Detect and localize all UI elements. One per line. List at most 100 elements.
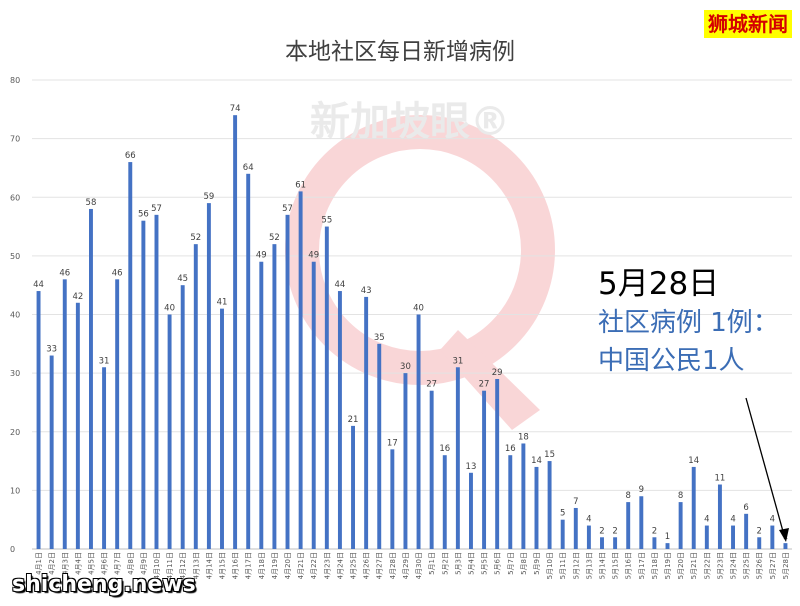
y-tick-label: 60	[10, 193, 20, 202]
bar-value-label: 59	[203, 192, 214, 202]
bar	[154, 214, 159, 549]
bar	[429, 390, 434, 549]
x-tick-label: 5月26日	[756, 552, 764, 579]
bar-value-label: 18	[518, 432, 529, 442]
x-tick-label: 4月13日	[192, 552, 200, 579]
bar	[351, 425, 355, 549]
bar-value-label: 16	[439, 444, 450, 454]
bar	[665, 543, 670, 549]
bar-value-label: 2	[757, 526, 762, 536]
bar	[75, 302, 80, 549]
bar-value-label: 64	[243, 163, 254, 173]
chart-title: 本地社区每日新增病例	[285, 39, 515, 65]
bar-value-label: 4	[704, 515, 709, 525]
bar	[311, 261, 316, 549]
bar	[455, 367, 460, 549]
bar-value-label: 52	[190, 233, 201, 243]
bar-value-label: 44	[335, 280, 346, 290]
bar	[89, 208, 93, 549]
bar	[613, 537, 618, 549]
bar	[233, 115, 238, 550]
bar-value-label: 52	[269, 233, 280, 243]
bar-value-label: 1	[665, 532, 670, 542]
bar-value-label: 61	[295, 180, 306, 190]
bar	[704, 525, 709, 549]
x-tick-label: 4月2日	[48, 552, 56, 575]
x-tick-label: 5月3日	[454, 552, 462, 575]
bar-value-label: 74	[230, 104, 241, 114]
x-tick-label: 4月28日	[389, 552, 397, 579]
annotation-case-count: 社区病例 1例：	[598, 308, 779, 338]
bar-value-label: 8	[625, 491, 630, 501]
bar	[626, 502, 631, 549]
bar	[508, 455, 513, 549]
bar	[652, 537, 657, 549]
bar-value-label: 42	[72, 292, 83, 302]
bar	[600, 537, 604, 549]
bar	[102, 367, 107, 549]
bar-value-label: 30	[400, 362, 411, 372]
x-tick-label: 4月22日	[310, 552, 318, 579]
x-tick-label: 4月10日	[153, 552, 161, 579]
bar	[49, 355, 54, 549]
bar	[298, 191, 303, 549]
bar-value-label: 16	[505, 444, 516, 454]
bar	[259, 261, 264, 549]
bar	[390, 449, 395, 549]
bar-value-label: 57	[282, 204, 293, 214]
bar	[691, 466, 696, 549]
y-tick-label: 0	[10, 545, 15, 554]
bar	[586, 525, 591, 549]
bar-value-label: 21	[348, 415, 359, 425]
x-tick-label: 5月14日	[599, 552, 607, 579]
bar-value-label: 31	[452, 356, 463, 366]
x-tick-label: 5月21日	[690, 552, 698, 579]
x-tick-label: 4月15日	[219, 552, 227, 579]
bar	[717, 484, 722, 549]
x-tick-label: 5月9日	[533, 552, 541, 575]
bar-value-label: 49	[256, 251, 267, 261]
bar	[770, 525, 775, 549]
x-tick-label: 5月6日	[494, 552, 502, 575]
x-tick-label: 4月3日	[61, 552, 69, 575]
bar-value-label: 5	[560, 509, 565, 519]
y-tick-label: 10	[10, 486, 20, 495]
bar-value-label: 55	[321, 216, 332, 226]
x-tick-label: 5月10日	[546, 552, 554, 579]
bar-value-label: 9	[639, 485, 644, 495]
bar-value-label: 33	[46, 345, 57, 355]
x-tick-label: 5月27日	[769, 552, 777, 579]
bar	[744, 513, 749, 549]
x-tick-label: 5月20日	[677, 552, 685, 579]
bar	[272, 244, 277, 549]
bar	[403, 373, 408, 549]
bar-value-label: 41	[217, 298, 228, 308]
x-tick-label: 5月13日	[585, 552, 593, 579]
bar	[678, 502, 683, 549]
bar-value-label: 2	[599, 526, 604, 536]
x-tick-label: 5月5日	[481, 552, 489, 575]
x-tick-label: 5月15日	[612, 552, 620, 579]
bar-value-label: 4	[770, 515, 775, 525]
bar-value-label: 43	[361, 286, 372, 296]
bar	[731, 525, 735, 549]
bar	[560, 519, 565, 549]
bar-value-label: 15	[544, 450, 555, 460]
bar-value-label: 4	[586, 515, 591, 525]
bar	[364, 296, 369, 549]
bar-value-label: 4	[730, 515, 735, 525]
bar-value-label: 7	[573, 497, 578, 507]
x-tick-label: 5月2日	[441, 552, 449, 575]
bar-value-label: 11	[715, 474, 726, 484]
x-tick-label: 5月8日	[520, 552, 528, 575]
x-tick-label: 4月1日	[35, 552, 43, 575]
bar-value-label: 57	[151, 204, 162, 214]
x-tick-label: 5月11日	[559, 552, 567, 579]
x-tick-label: 5月17日	[638, 552, 646, 579]
bar-value-label: 49	[308, 251, 319, 261]
x-tick-label: 5月28日	[782, 552, 790, 579]
bar-value-label: 27	[479, 380, 490, 390]
x-tick-label: 4月5日	[87, 552, 95, 575]
bar-value-label: 2	[652, 526, 657, 536]
